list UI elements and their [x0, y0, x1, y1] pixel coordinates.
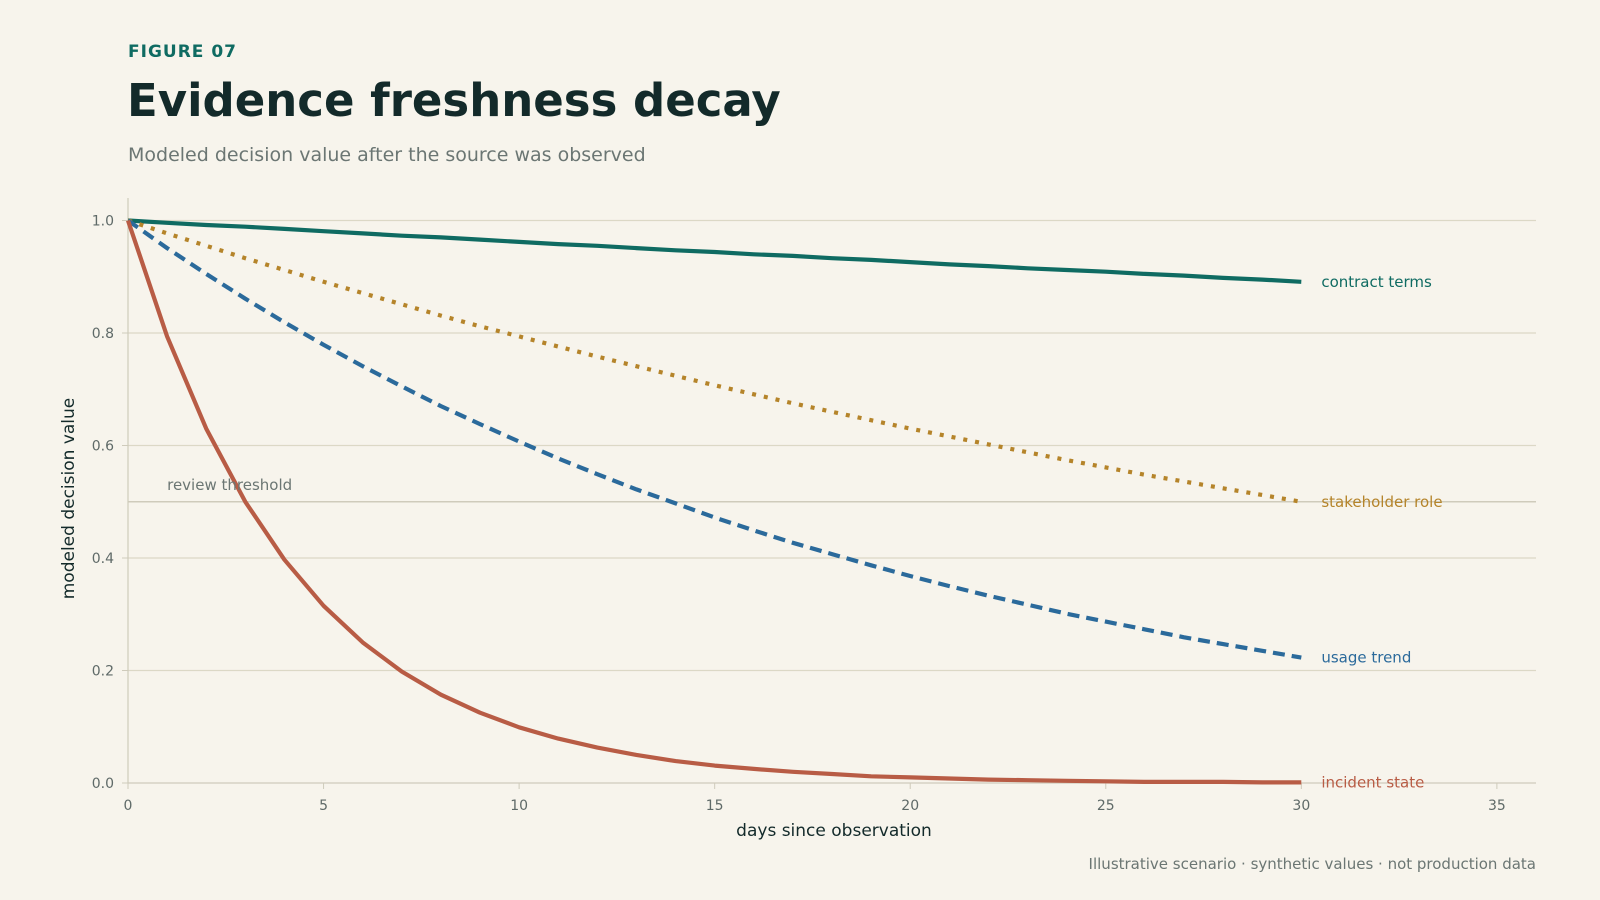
series-line-stakeholder-role — [127, 218, 1302, 504]
x-tick-label: 0 — [124, 798, 133, 814]
series-line-contract-terms — [127, 218, 1302, 284]
x-tick-label: 25 — [1097, 798, 1115, 814]
x-tick-label: 20 — [901, 798, 919, 814]
review-threshold-label: review threshold — [167, 476, 292, 494]
series-label-contract-terms: contract terms — [1321, 273, 1432, 291]
series-label-stakeholder-role: stakeholder role — [1321, 493, 1442, 511]
y-tick-label: 0.8 — [92, 326, 114, 342]
x-tick-label: 35 — [1488, 798, 1506, 814]
y-tick-label: 0.6 — [92, 439, 114, 455]
figure-label: FIGURE 07 — [128, 42, 237, 62]
x-axis-title: days since observation — [736, 821, 932, 841]
x-tick-label: 5 — [319, 798, 328, 814]
chart-subtitle: Modeled decision value after the source … — [128, 144, 646, 166]
series-line-incident-state — [126, 219, 1302, 785]
y-tick-label: 0.2 — [92, 664, 114, 680]
footnote: Illustrative scenario · synthetic values… — [1088, 855, 1536, 873]
x-tick-label: 10 — [510, 798, 528, 814]
x-tick-label: 15 — [706, 798, 724, 814]
y-tick-label: 0.4 — [92, 551, 114, 567]
x-tick-label: 30 — [1292, 798, 1310, 814]
y-axis-title: modeled decision value — [59, 398, 79, 600]
y-tick-label: 0.0 — [92, 776, 114, 792]
chart-title: Evidence freshness decay — [127, 74, 781, 127]
series-label-incident-state: incident state — [1321, 773, 1424, 791]
series-line-usage-trend — [126, 218, 1302, 660]
series-label-usage-trend: usage trend — [1321, 649, 1411, 667]
y-tick-label: 1.0 — [92, 214, 114, 230]
